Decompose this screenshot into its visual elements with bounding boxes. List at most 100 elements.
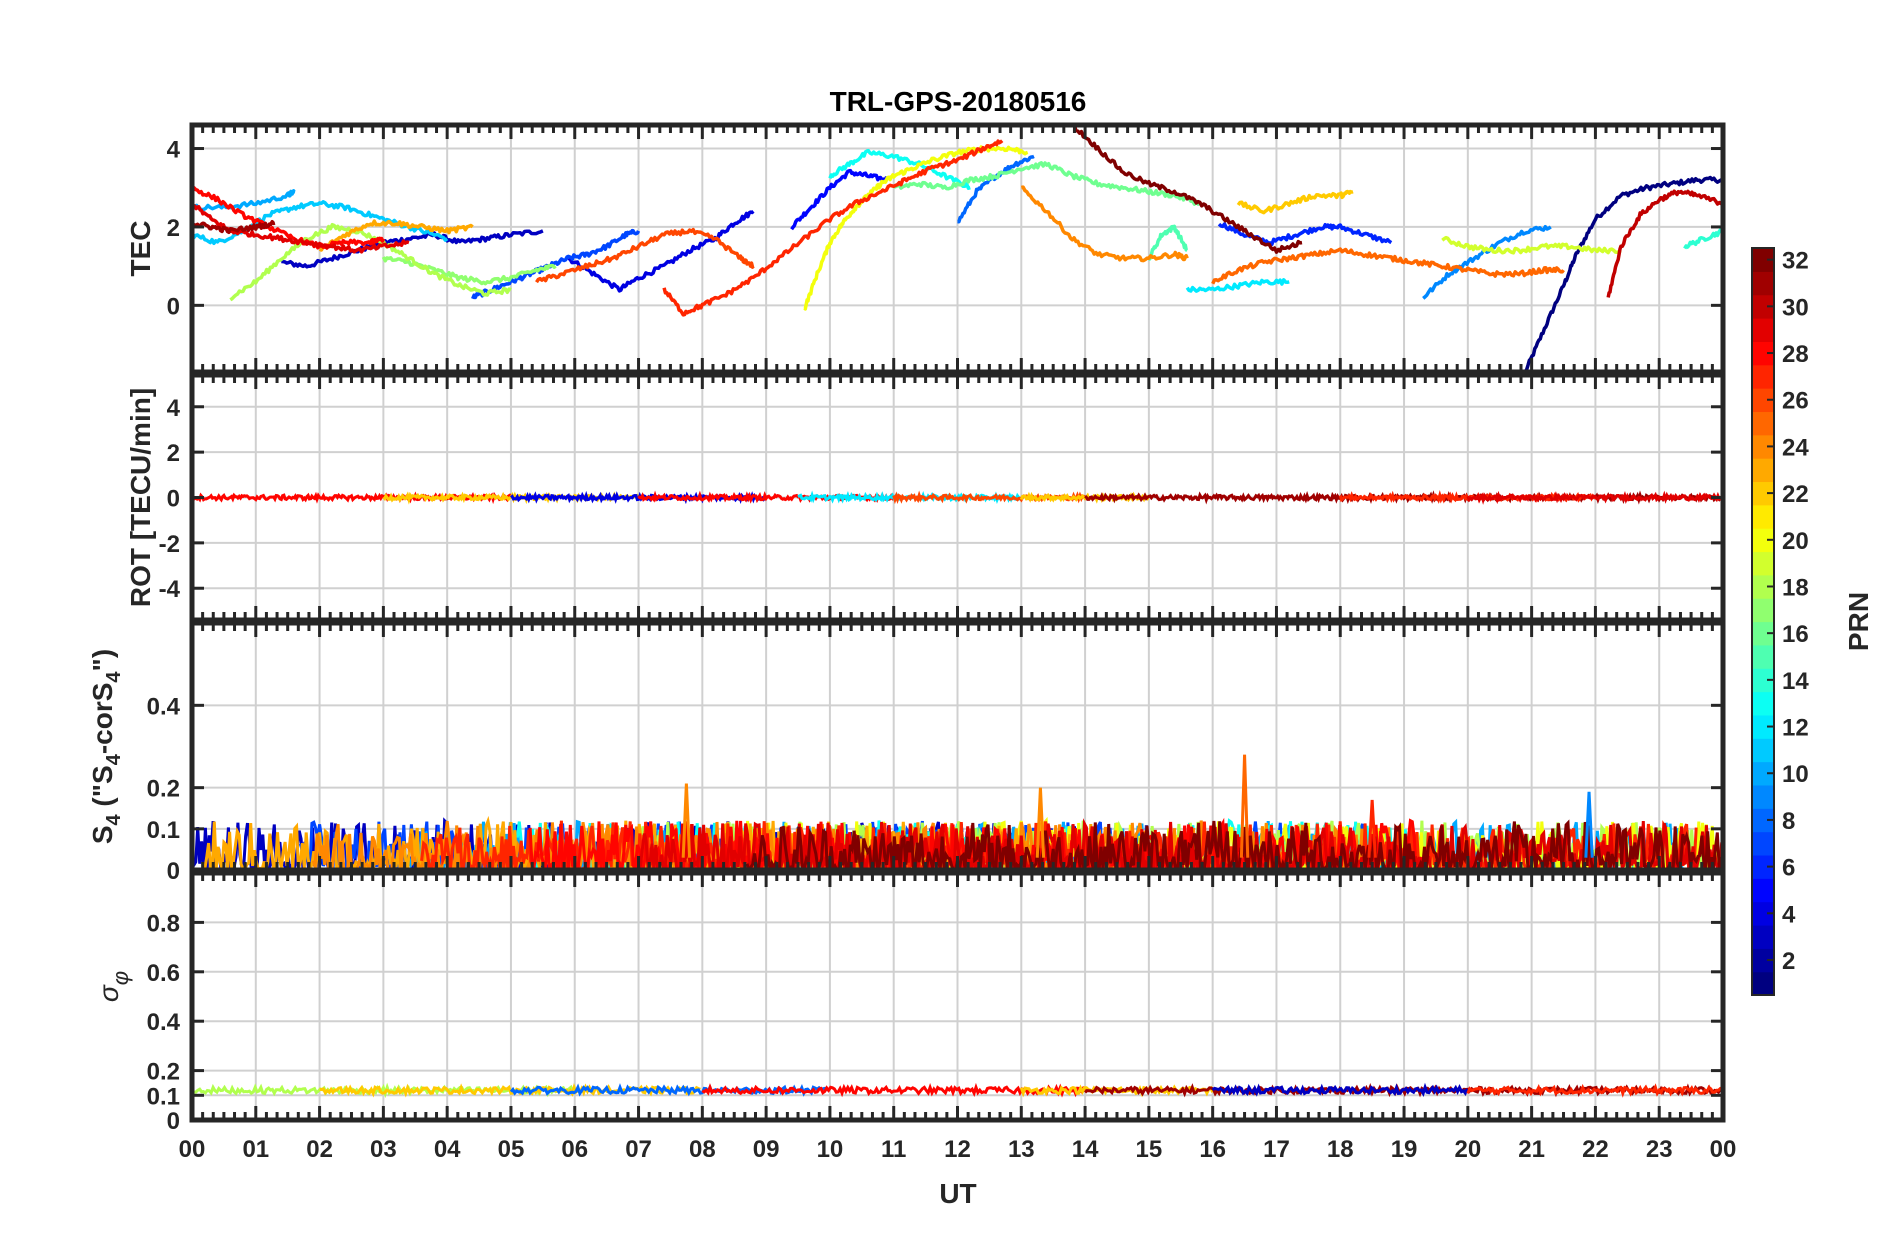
s4-label-part: ("S bbox=[87, 765, 118, 814]
colorbar-swatch bbox=[1752, 971, 1774, 996]
tec-series-prn-3 bbox=[281, 229, 544, 269]
sigma-subscript: φ bbox=[108, 971, 133, 985]
tec-series-prn-1 bbox=[1523, 175, 1723, 372]
s4-label-part: 4 bbox=[103, 753, 125, 765]
s4-label-part: S bbox=[87, 825, 118, 844]
tec-series-prn-23 bbox=[318, 219, 474, 252]
x-tick-label: 17 bbox=[1263, 1136, 1290, 1163]
colorbar-swatch bbox=[1752, 901, 1774, 926]
colorbar-swatch bbox=[1752, 574, 1774, 599]
tec-series-prn-30 bbox=[1606, 189, 1723, 298]
colorbar-tick-label: 20 bbox=[1782, 528, 1809, 555]
y-axis-label-rot: ROT [TECU/min] bbox=[125, 388, 156, 607]
colorbar-frame bbox=[1751, 247, 1775, 996]
colorbar-swatch bbox=[1752, 761, 1774, 786]
colorbar-tick-label: 10 bbox=[1782, 761, 1809, 788]
colorbar-tick-label: 26 bbox=[1782, 388, 1809, 415]
sigma-trace bbox=[1466, 1083, 1723, 1098]
colorbar-swatch bbox=[1752, 504, 1774, 529]
s4-trace-prn-32 bbox=[745, 819, 1723, 870]
y-tick-label: 0 bbox=[167, 1108, 180, 1135]
colorbar-swatch bbox=[1752, 854, 1774, 879]
y-tick-label: 0.8 bbox=[147, 910, 180, 937]
colorbar-swatch bbox=[1752, 434, 1774, 459]
s4-label-part: ") bbox=[87, 649, 118, 672]
tec-series-prn-7 bbox=[471, 228, 641, 300]
x-axis-label: UT bbox=[939, 1178, 976, 1209]
tec-series-prn-28 bbox=[192, 185, 386, 250]
tec-series-prn-22 bbox=[1236, 189, 1354, 215]
colorbar-tick-label: 32 bbox=[1782, 248, 1809, 275]
colorbar-tick-label: 18 bbox=[1782, 574, 1809, 601]
x-tick-label: 19 bbox=[1391, 1136, 1418, 1163]
s4-spike bbox=[1584, 791, 1594, 858]
colorbar-swatch bbox=[1752, 621, 1774, 646]
s4-spike bbox=[1239, 754, 1250, 858]
tec-series-prn-20 bbox=[803, 145, 1029, 311]
y-axis-label-sigma: σφ bbox=[93, 971, 133, 1002]
y-axis-label-tec: TEC bbox=[125, 221, 156, 277]
x-tick-label: 14 bbox=[1072, 1136, 1099, 1163]
x-tick-label: 10 bbox=[817, 1136, 844, 1163]
colorbar-swatch bbox=[1752, 388, 1774, 413]
chart-title: TRL-GPS-20180516 bbox=[830, 86, 1087, 117]
colorbar-swatch bbox=[1752, 924, 1774, 949]
y-tick-label: 2 bbox=[167, 215, 180, 242]
colorbar-swatch bbox=[1752, 458, 1774, 483]
colorbar-swatch bbox=[1752, 411, 1774, 436]
s4-label-part: -corS bbox=[87, 683, 118, 755]
y-tick-label: 0.4 bbox=[147, 1009, 181, 1036]
x-tick-label: 11 bbox=[881, 1136, 906, 1163]
plot-area-rot bbox=[192, 489, 1723, 505]
colorbar-swatch bbox=[1752, 738, 1774, 763]
tec-series-prn-18 bbox=[229, 222, 512, 302]
x-tick-label: 06 bbox=[561, 1136, 588, 1163]
y-tick-label: -4 bbox=[159, 576, 181, 603]
colorbar-tick-label: 2 bbox=[1782, 948, 1795, 975]
s4-label-part: 4 bbox=[103, 671, 125, 683]
colorbar-tick-label: 22 bbox=[1782, 481, 1809, 508]
colorbar-swatch bbox=[1752, 784, 1774, 809]
colorbar-swatch bbox=[1752, 364, 1774, 389]
colorbar-swatch bbox=[1752, 714, 1774, 739]
tec-series-prn-32 bbox=[1071, 125, 1303, 254]
y-tick-label: 0.6 bbox=[147, 960, 180, 987]
tec-series-prn-19 bbox=[1441, 235, 1622, 255]
tec-series-prn-14 bbox=[1683, 228, 1723, 250]
tec-series-prn-10 bbox=[192, 189, 296, 212]
tec-series-prn-29 bbox=[192, 201, 410, 254]
x-tick-label: 02 bbox=[306, 1136, 333, 1163]
x-tick-label: 08 bbox=[689, 1136, 716, 1163]
y-tick-label: 0.2 bbox=[147, 1059, 180, 1086]
colorbar-swatch bbox=[1752, 668, 1774, 693]
colorbar-swatch bbox=[1752, 808, 1774, 833]
colorbar-swatch bbox=[1752, 831, 1774, 856]
colorbar-tick-label: 30 bbox=[1782, 294, 1809, 321]
colorbar-tick-label: 28 bbox=[1782, 341, 1809, 368]
tec-series-prn-5 bbox=[790, 168, 889, 231]
tec-series-prn-11 bbox=[192, 200, 449, 246]
colorbar-tick-label: 4 bbox=[1782, 901, 1796, 928]
colorbar-tick-label: 14 bbox=[1782, 668, 1809, 695]
x-tick-label: 00 bbox=[179, 1136, 206, 1163]
x-tick-label: 01 bbox=[242, 1136, 269, 1163]
colorbar-swatch bbox=[1752, 948, 1774, 973]
colorbar-tick-label: 8 bbox=[1782, 808, 1795, 835]
y-tick-label: 0.4 bbox=[147, 693, 181, 720]
rot-trace bbox=[192, 491, 513, 505]
colorbar-tick-label: 24 bbox=[1782, 434, 1809, 461]
panel-sigma_phi: 00.10.2 0.4 0.6 0.8 σφ 00 01 02 03 04 05 06 07 08 09 10… bbox=[93, 870, 1736, 1163]
colorbar-swatch bbox=[1752, 481, 1774, 506]
x-tick-label: 21 bbox=[1518, 1136, 1545, 1163]
x-tick-label: 04 bbox=[434, 1136, 461, 1163]
y-tick-label: 4 bbox=[167, 137, 181, 164]
y-tick-label: -2 bbox=[159, 531, 180, 558]
x-tick-label: 15 bbox=[1136, 1136, 1163, 1163]
x-tick-label: 05 bbox=[498, 1136, 525, 1163]
plot-area-tec bbox=[192, 125, 1723, 372]
y-tick-label: 0 bbox=[167, 858, 180, 885]
sigma-trace bbox=[509, 1083, 830, 1097]
x-tick-label: 23 bbox=[1646, 1136, 1673, 1163]
tec-series-prn-9 bbox=[1422, 224, 1552, 300]
